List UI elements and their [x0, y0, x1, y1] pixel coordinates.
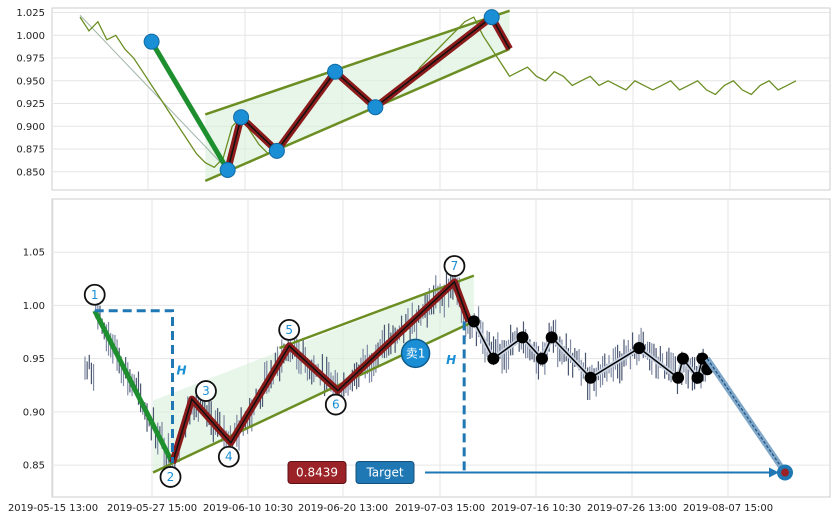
top-pivots: [143, 9, 500, 178]
sell-marker: 卖1: [400, 338, 431, 369]
bottom-y-tick-label: 0.95: [23, 354, 45, 365]
top-channel-lower: [204, 47, 511, 183]
top-arrow-line: [79, 14, 229, 171]
bottom-x-tick-label: 2019-06-20 13:00: [298, 503, 388, 514]
top-panel: 1.025 1.000 0.975 0.950 0.925 0.900 0.875 0.850: [16, 7, 831, 191]
pattern-label: 5: [285, 323, 293, 337]
pattern-label-circle: [83, 283, 106, 306]
bottom-y-tick-label: 1.05: [23, 248, 45, 259]
target-annotation: 0.8439 Target: [287, 461, 793, 485]
bottom-zigzag-inner: [171, 280, 470, 464]
target-value: 0.8439: [296, 466, 338, 480]
top-y-tick-label: 0.850: [16, 167, 45, 178]
forecast-point: [516, 331, 529, 344]
pattern-label: 7: [451, 259, 459, 273]
forecast-point: [696, 352, 709, 365]
pattern-labels: 1 2 3 4 5 6 7: [83, 255, 466, 488]
pattern-label-circle: [217, 445, 240, 468]
top-y-tick-label: 0.975: [16, 54, 45, 65]
bottom-y-tick-label: 1.00: [23, 301, 45, 312]
forecast-point: [633, 342, 646, 354]
pattern-label-circle: [324, 393, 347, 416]
sell-marker-circle: [400, 338, 431, 369]
top-y-tick-label: 0.900: [16, 122, 45, 133]
top-first-leg: [149, 40, 230, 172]
bottom-panel: 1.051.000.950.900.85 2019-05-15 13:00 201…: [8, 198, 831, 514]
target-arrow-head: [769, 467, 779, 478]
bottom-x-ticks: 2019-05-15 13:00 2019-05-27 15:00 2019-06-…: [8, 503, 773, 514]
bottom-x-tick-label: 2019-05-27 15:00: [107, 503, 197, 514]
pattern-label: 3: [202, 384, 210, 398]
forecast-point: [487, 352, 500, 365]
top-pivot-point: [268, 142, 285, 159]
bottom-y-tick-label: 0.90: [23, 407, 45, 418]
target-label-box: [355, 461, 415, 485]
pattern-label: 1: [91, 288, 99, 302]
top-pivot-point: [327, 63, 344, 80]
forecast-point: [467, 315, 480, 328]
forecast-point: [672, 371, 685, 384]
pattern-label-circle: [159, 466, 182, 488]
forecast-point: [584, 371, 597, 384]
bottom-x-tick-label: 2019-07-16 10:30: [491, 503, 581, 514]
top-pivot-point: [219, 161, 236, 178]
bottom-y-ticks: 1.05 1.00 0.95 0.90 0.85: [23, 248, 45, 472]
top-y-tick-label: 0.925: [16, 99, 45, 110]
top-pivot-point: [233, 109, 250, 126]
pattern-label: 2: [167, 470, 175, 484]
top-y-tick-label: 1.025: [16, 8, 45, 19]
measure-left-line: [94, 309, 174, 463]
forecast-points: [467, 315, 714, 384]
top-y-tick-label: 1.000: [16, 31, 45, 42]
pattern-label-circle: [195, 380, 217, 402]
top-pivot-point: [143, 33, 160, 50]
target-value-box: [287, 461, 347, 485]
forecast-point: [676, 352, 689, 365]
pattern-label: 6: [332, 398, 340, 412]
top-y-tick-label: 0.875: [16, 145, 45, 156]
bottom-x-tick-label: 2019-08-07 15:00: [683, 503, 773, 514]
top-y-tick-label: 0.950: [16, 76, 45, 87]
forecast-point: [535, 352, 548, 365]
pattern-label-circle: [443, 255, 466, 277]
measure-left-label: H: [177, 364, 187, 378]
sell-marker-label: 卖1: [406, 346, 426, 360]
bottom-x-tick-label: 2019-05-15 13:00: [8, 503, 98, 514]
pattern-label-circle: [278, 318, 301, 341]
top-pivot-point: [367, 99, 384, 116]
bottom-x-tick-label: 2019-07-26 13:00: [587, 503, 677, 514]
bottom-x-tick-label: 2019-07-03 15:00: [395, 503, 485, 514]
top-price-series: [79, 16, 797, 169]
target-label: Target: [365, 466, 403, 480]
bottom-x-tick-label: 2019-06-10 10:30: [203, 503, 293, 514]
measure-right-label: H: [446, 353, 456, 367]
bottom-y-tick-label: 0.85: [23, 461, 45, 472]
top-channel-upper: [204, 9, 511, 116]
projection-line: [706, 358, 786, 473]
bottom-first-leg: [92, 309, 175, 465]
pattern-label: 4: [225, 450, 233, 464]
target-end-core: [781, 468, 789, 477]
top-pivot-point: [483, 9, 500, 26]
bottom-channel-upper: [279, 274, 475, 350]
measure-lines: HH: [94, 309, 466, 473]
forecast-point: [691, 371, 704, 384]
top-y-ticks: 1.025 1.000 0.975 0.950 0.925 0.900 0.875 0.850: [16, 8, 45, 178]
forecast-point: [545, 331, 558, 344]
